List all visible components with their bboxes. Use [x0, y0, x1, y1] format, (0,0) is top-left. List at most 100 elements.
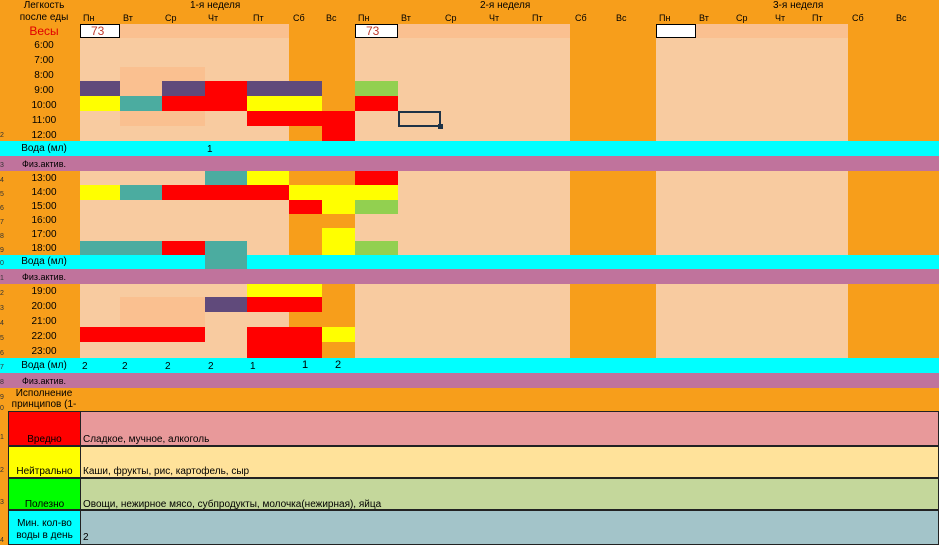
week-3-title: 3-я неделя	[773, 0, 824, 11]
cell-yellow	[322, 228, 355, 255]
legend-swatch-yellow: Нейтрально	[9, 447, 81, 477]
water-value: 2	[165, 361, 171, 372]
principles-label-1: Исполнение	[15, 388, 73, 399]
cell-selection[interactable]	[398, 111, 441, 127]
week-2-title: 2-я неделя	[480, 0, 531, 11]
row-number: 2	[0, 290, 4, 297]
title-line-1: Легкость	[23, 0, 65, 11]
time-label: 8:00	[34, 70, 54, 81]
week3-header-band	[696, 24, 848, 38]
week3-area	[656, 171, 848, 255]
row-number: 1	[0, 434, 4, 441]
time-label: 13:00	[31, 173, 57, 184]
row-number: 2	[0, 132, 4, 139]
time-label: 15:00	[31, 201, 57, 212]
cell-yellow	[80, 96, 120, 111]
week1-header-band	[120, 24, 289, 38]
weight-input[interactable]: 73	[355, 24, 398, 38]
legend-useful: Полезно Овощи, нежирное мясо, субпродукт…	[8, 478, 939, 510]
cell-red	[247, 111, 355, 126]
day-header: Вт	[401, 13, 411, 23]
row-number: 7	[0, 219, 4, 226]
water-row-2	[0, 255, 939, 269]
day-header: Пн	[659, 13, 671, 23]
cell-purple	[205, 297, 247, 312]
cell-teal	[205, 171, 247, 185]
cell-red	[289, 200, 322, 214]
row-number: 4	[0, 177, 4, 184]
row-number: 5	[0, 335, 4, 342]
water-value: 2	[208, 361, 214, 372]
row-number: 0	[0, 260, 4, 267]
row-number: 3	[0, 305, 4, 312]
day-header: Пн	[83, 13, 95, 23]
time-label: 18:00	[31, 243, 57, 254]
time-label: 7:00	[34, 55, 54, 66]
row-number: 8	[0, 233, 4, 240]
row-number: 4	[0, 320, 4, 327]
week2-header-band	[398, 24, 570, 38]
cell-red	[322, 126, 355, 141]
water-value: 2	[335, 359, 342, 371]
legend-swatch-cyan: Мин. кол-во воды в день	[9, 511, 81, 544]
legend-label-text: Вредно	[27, 434, 62, 445]
fill-handle[interactable]	[438, 124, 443, 129]
activity-label: Физ.актив.	[22, 376, 66, 386]
time-label: 23:00	[31, 346, 57, 357]
weight-input[interactable]: 73	[80, 24, 120, 38]
water-value: 1	[250, 361, 256, 372]
day-header: Пт	[253, 13, 264, 23]
row-number: 2	[0, 467, 4, 474]
time-label: 11:00	[31, 115, 57, 126]
cell-yellow	[289, 185, 398, 200]
time-label: 20:00	[31, 301, 57, 312]
legend-swatch-green: Полезно	[9, 479, 81, 510]
row-number: 9	[0, 247, 4, 254]
legend-water-min: Мин. кол-во воды в день 2	[8, 510, 939, 545]
legend-description: 2	[83, 532, 89, 543]
day-header: Вс	[326, 13, 337, 23]
cell-red	[162, 185, 289, 200]
activity-label: Физ.актив.	[22, 159, 66, 169]
cell-yellow	[322, 327, 355, 342]
water-row-3	[0, 358, 939, 373]
time-label: 14:00	[31, 187, 57, 198]
legend-neutral: Нейтрально Каши, фрукты, рис, картофель,…	[8, 446, 939, 478]
cell-green	[355, 200, 398, 214]
cell-teal	[120, 185, 162, 200]
cell-teal	[120, 96, 162, 111]
cell-red	[247, 297, 322, 312]
legend-label-text: воды в день	[16, 530, 73, 541]
time-label: 9:00	[34, 85, 54, 96]
activity-label: Физ.актив.	[22, 272, 66, 282]
day-header: Ср	[165, 13, 177, 23]
legend-label-text: Полезно	[24, 499, 65, 510]
cell-red	[247, 327, 322, 358]
time-label: 17:00	[31, 229, 57, 240]
weight-input[interactable]	[656, 24, 696, 38]
legend-description: Сладкое, мучное, алкоголь	[83, 434, 210, 445]
cell-teal	[205, 241, 247, 269]
row-number: 1	[0, 275, 4, 282]
row-number: 8	[0, 379, 4, 386]
row-number: 3	[0, 499, 4, 506]
cell-yellow	[322, 200, 355, 214]
cell-red	[355, 171, 398, 185]
legend-description: Овощи, нежирное мясо, субпродукты, молоч…	[83, 499, 382, 510]
day-header: Ср	[445, 13, 457, 23]
activity-row-1	[0, 156, 939, 171]
row-number: 6	[0, 350, 4, 357]
time-label: 22:00	[31, 331, 57, 342]
day-header: Вс	[896, 13, 907, 23]
day-header: Чт	[489, 13, 500, 23]
legend-label-text: Мин. кол-во	[17, 518, 72, 529]
cell-red	[162, 241, 205, 255]
time-label: 10:00	[31, 100, 57, 111]
cell-purple	[80, 81, 120, 96]
cell-purple	[162, 81, 205, 96]
water-value: 2	[122, 361, 128, 372]
cell-green	[355, 81, 398, 96]
principles-label-2: принципов (1-	[11, 399, 77, 410]
title-line-2: после еды	[19, 12, 69, 23]
